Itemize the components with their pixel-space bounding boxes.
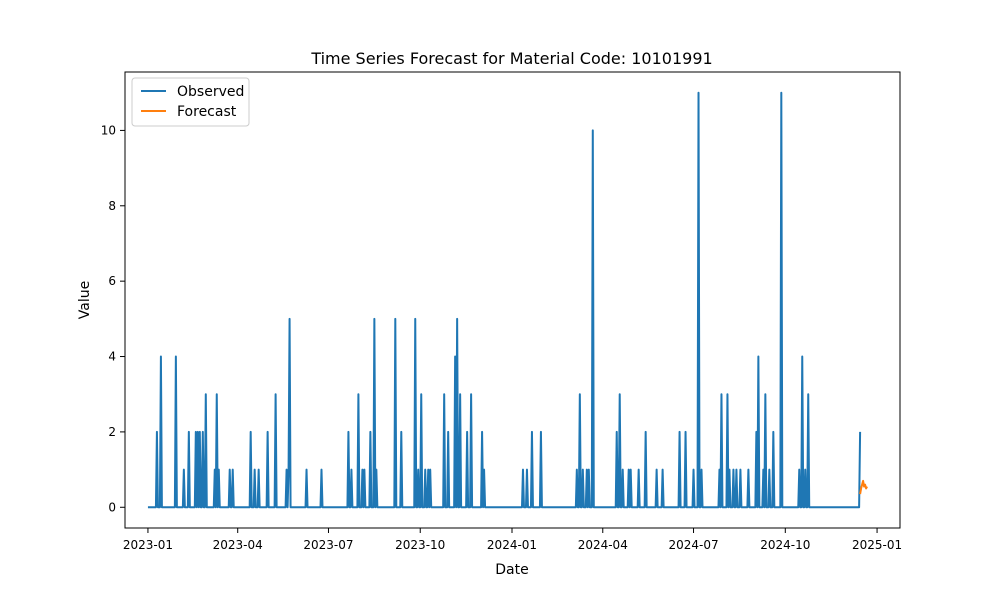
x-tick-label: 2025-01 — [852, 538, 902, 552]
y-tick-label: 6 — [108, 274, 116, 288]
plot-area — [125, 72, 900, 528]
plot-frame — [124, 71, 901, 529]
x-tick-label: 2023-10 — [395, 538, 445, 552]
x-tick-label: 2024-10 — [760, 538, 810, 552]
x-tick-label: 2024-01 — [487, 538, 537, 552]
axis-ticks: 2023-01 2023-04 2023-07 2023-10 2024-01 2024-… — [101, 123, 902, 552]
y-tick-label: 2 — [108, 425, 116, 439]
y-axis-label: Value — [77, 281, 93, 319]
legend-label-forecast: Forecast — [177, 104, 237, 120]
series-lines — [147, 91, 868, 509]
x-tick-label: 2024-04 — [578, 538, 628, 552]
x-tick-label: 2023-07 — [303, 538, 353, 552]
x-tick-label: 2024-07 — [668, 538, 718, 552]
x-tick-label: 2023-01 — [123, 538, 173, 552]
series-line-forecast — [859, 479, 868, 495]
x-tick-label: 2023-04 — [213, 538, 263, 552]
chart-title: Time Series Forecast for Material Code: … — [310, 49, 712, 68]
series-line-observed — [147, 91, 862, 509]
x-axis-label: Date — [495, 562, 528, 578]
y-tick-label: 4 — [108, 350, 116, 364]
y-tick-label: 0 — [108, 500, 116, 514]
legend: Observed Forecast — [131, 77, 250, 127]
y-tick-label: 8 — [108, 199, 116, 213]
legend-label-observed: Observed — [177, 84, 244, 100]
y-tick-label: 10 — [101, 123, 116, 137]
